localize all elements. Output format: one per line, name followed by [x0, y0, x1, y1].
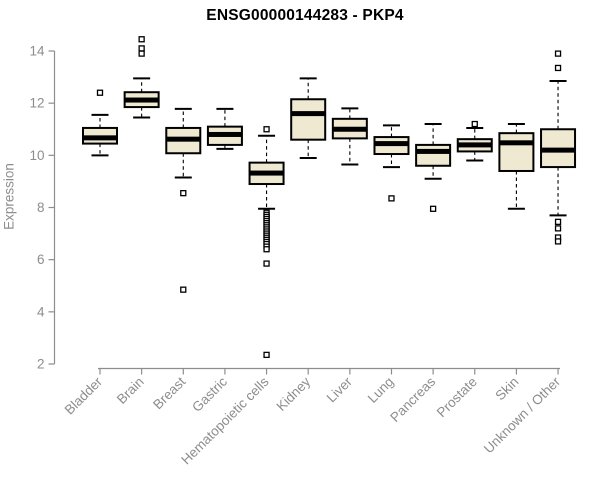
y-tick-label: 2: [37, 357, 45, 372]
median-line: [249, 170, 284, 176]
outlier-point: [554, 50, 562, 57]
median-line: [83, 135, 117, 141]
x-tick-label-lung: Lung: [365, 374, 397, 406]
boxplot-hematopoietic-cells: [248, 126, 285, 359]
outlier-point: [96, 89, 104, 96]
median-line: [207, 131, 242, 137]
median-line: [499, 140, 534, 146]
median-line: [124, 97, 159, 103]
outlier-point: [388, 195, 395, 202]
median-line: [332, 126, 367, 132]
x-tick-label-pancreas: Pancreas: [387, 374, 438, 425]
outlier-point: [554, 64, 562, 72]
outlier-point: [263, 126, 270, 133]
median-line: [374, 141, 409, 147]
outlier-point: [554, 238, 562, 245]
y-tick-label: 4: [37, 304, 45, 319]
y-tick-label: 6: [37, 252, 45, 267]
x-tick-label-liver: Liver: [324, 374, 356, 406]
x-tick-label-brain: Brain: [114, 374, 147, 407]
boxplot-liver: [331, 107, 368, 166]
outlier-point: [138, 50, 145, 57]
median-line: [541, 147, 576, 153]
outlier-point: [180, 190, 187, 197]
outlier-point: [429, 205, 437, 212]
boxplot-pancreas: [415, 123, 452, 212]
y-tick-label: 8: [37, 200, 45, 215]
chart-title: ENSG00000144283 - PKP4: [206, 7, 404, 24]
outlier-point: [138, 36, 145, 43]
outlier-point: [263, 246, 270, 253]
boxplot-prostate: [456, 120, 493, 162]
x-tick-label-breast: Breast: [150, 374, 188, 412]
median-line: [166, 136, 201, 142]
x-tick-label-bladder: Bladder: [62, 374, 106, 418]
y-tick-label: 14: [29, 44, 45, 59]
outlier-point: [471, 120, 478, 128]
outlier-point: [554, 225, 562, 232]
iqr-box: [290, 98, 327, 141]
median-line: [457, 142, 492, 148]
x-tick-label-prostate: Prostate: [434, 374, 480, 420]
x-tick-label-gastric: Gastric: [189, 374, 230, 415]
boxplot-lung: [373, 124, 410, 202]
boxplot-skin: [498, 123, 535, 210]
outlier-point: [554, 218, 562, 225]
outlier-point: [138, 45, 145, 52]
x-tick-label-skin: Skin: [492, 374, 521, 403]
iqr-box: [498, 132, 535, 172]
outlier-point: [180, 286, 187, 293]
outlier-point: [263, 260, 270, 267]
median-line: [416, 148, 451, 154]
y-axis: 2 4 6 8 10 12 14: [29, 44, 56, 372]
boxplot-breast: [165, 107, 202, 293]
boxplot-bladder: [82, 89, 118, 157]
x-tick-label-unknown-other: Unknown / Other: [481, 374, 564, 457]
outlier-point: [263, 351, 270, 359]
iqr-box: [415, 143, 452, 167]
median-line: [291, 111, 326, 117]
boxplot-gastric: [206, 107, 243, 150]
boxplot-unknown-other: [540, 50, 577, 245]
y-tick-label: 10: [29, 148, 44, 163]
x-tick-label-kidney: Kidney: [274, 374, 314, 414]
y-tick-label: 12: [29, 96, 44, 111]
boxplot-kidney: [290, 77, 327, 159]
boxplot-brain: [123, 36, 160, 119]
